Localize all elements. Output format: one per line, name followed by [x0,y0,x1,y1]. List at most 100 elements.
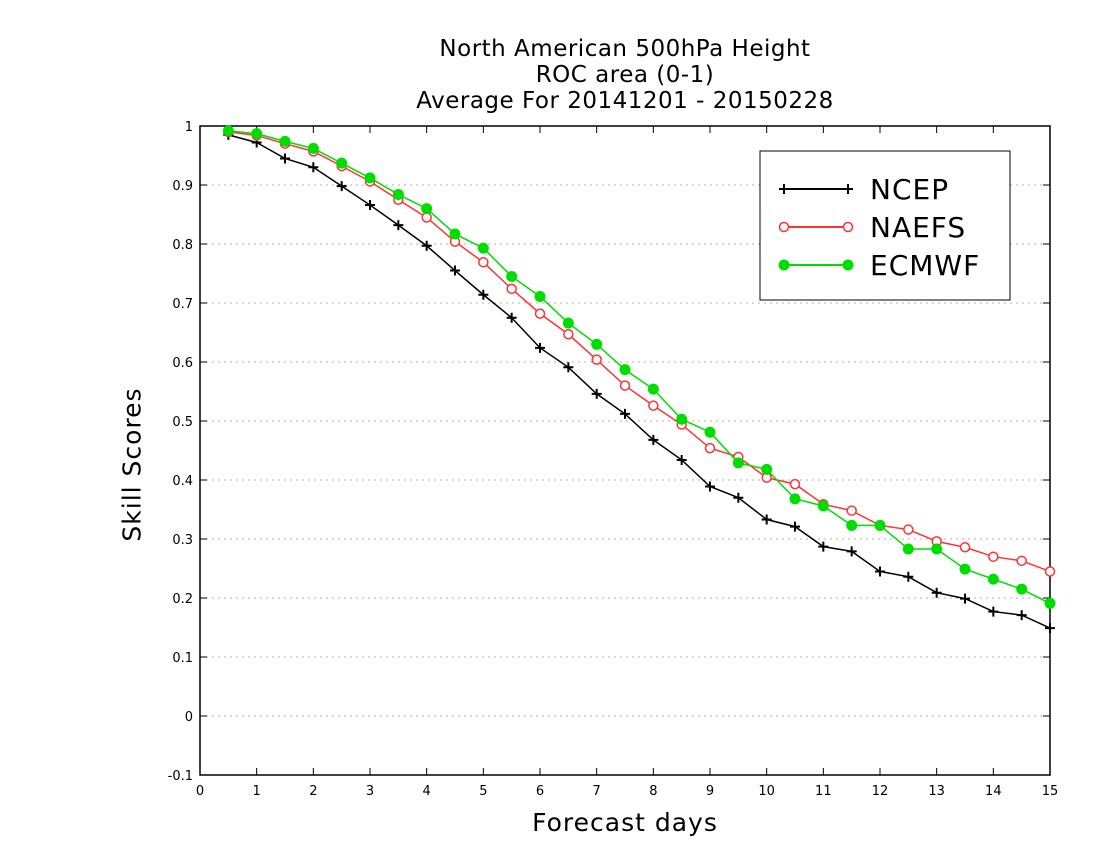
data-point-ncep [903,571,914,582]
legend-label-ncep: NCEP [870,173,949,206]
data-point-ecmwf [789,493,801,505]
data-point-ecmwf [251,128,263,140]
data-point-ecmwf [477,242,489,254]
data-point-ncep [280,153,290,164]
legend-marker-ecmwf [842,259,854,271]
data-point-ncep [676,454,687,465]
legend-label-naefs: NAEFS [870,211,966,244]
data-point-ncep [846,546,857,557]
data-point-ecmwf [959,563,971,575]
legend-marker-naefs [842,221,854,233]
data-point-ecmwf [987,573,999,585]
y-axis-label: Skill Scores [117,387,147,542]
data-point-ecmwf [647,383,659,395]
x-tick-label: 12 [872,784,889,799]
x-tick-label: 6 [536,784,544,799]
data-point-ncep [1016,610,1027,621]
x-tick-label: 4 [423,784,431,799]
data-point-ecmwf [449,228,461,240]
data-point-ecmwf [562,317,574,329]
data-point-naefs [506,283,517,295]
data-point-ncep [931,587,942,598]
data-point-ncep [535,342,545,353]
chart-title-line-1: North American 500hPa Height [439,36,811,62]
x-axis-label: Forecast days [532,808,718,837]
data-point-naefs [959,542,971,553]
chart-title-line-2: ROC area (0-1) [535,62,715,88]
data-point-ecmwf [619,364,631,376]
y-tick-label: 1 [185,120,193,135]
data-point-ecmwf [902,543,914,555]
data-point-ecmwf [817,500,829,512]
data-point-ecmwf [279,135,291,147]
data-point-ecmwf [364,172,376,184]
legend-marker-ncep [843,184,853,194]
legend-marker-naefs [778,221,790,233]
x-tick-label: 1 [253,784,261,799]
y-tick-label: 0.8 [172,238,193,253]
data-point-naefs [1016,555,1027,567]
x-tick-label: 14 [985,784,1002,799]
data-point-naefs [648,400,659,411]
data-point-ecmwf [732,457,744,469]
x-tick-label: 0 [196,784,204,799]
data-point-naefs [478,257,489,268]
data-point-ncep [875,566,885,577]
data-point-ncep [365,200,375,211]
data-point-naefs [704,442,716,454]
x-tick-label: 9 [706,784,714,799]
data-point-ecmwf [336,157,348,169]
data-point-ncep [393,220,404,231]
plot-frame [199,125,1051,776]
data-point-ecmwf [534,291,546,303]
x-tick-label: 10 [758,784,775,799]
data-point-ecmwf [421,203,433,215]
data-point-naefs [1044,566,1056,577]
y-tick-label: 0.4 [172,474,193,489]
legend-marker-ecmwf [778,259,790,271]
data-point-ecmwf [392,188,404,200]
x-tick-label: 8 [649,784,657,799]
data-point-ncep [336,181,347,192]
data-point-naefs [846,505,857,516]
y-tick-label: 0.7 [172,297,193,312]
y-tick-label: 0.9 [172,179,193,194]
legend-label-ecmwf: ECMWF [870,249,980,282]
data-point-ecmwf [222,125,234,137]
data-point-ecmwf [931,543,943,555]
y-tick-label: 0.5 [172,415,193,430]
data-point-naefs [619,380,631,391]
data-point-ncep [421,240,432,251]
data-point-ncep [308,162,319,173]
data-point-ncep [648,434,659,445]
data-point-ncep [818,541,829,552]
data-point-ncep [506,312,517,323]
data-point-naefs [421,212,432,223]
data-point-naefs [903,524,914,535]
data-point-naefs [789,478,801,490]
x-tick-label: 15 [1042,784,1059,799]
y-tick-label: -0.1 [168,769,193,784]
data-point-ncep [761,514,772,525]
data-point-ecmwf [1044,597,1056,609]
data-point-ecmwf [307,142,319,154]
data-point-ncep [620,408,630,419]
data-point-ecmwf [874,519,886,531]
data-point-ncep [790,521,800,532]
y-tick-label: 0.3 [172,533,193,548]
data-point-ecmwf [761,463,773,475]
data-point-ecmwf [591,338,603,350]
legend-marker-ncep [779,184,789,194]
data-point-ecmwf [506,270,518,282]
y-tick-label: 0 [185,710,193,725]
x-tick-label: 5 [479,784,487,799]
data-point-ecmwf [1016,583,1028,595]
data-point-naefs [988,551,999,562]
data-point-ncep [450,265,460,276]
data-point-ncep [563,362,574,373]
data-point-ncep [478,289,489,300]
data-point-ncep [988,606,999,617]
data-point-ncep [960,593,970,604]
x-tick-label: 2 [309,784,317,799]
x-tick-label: 13 [928,784,945,799]
